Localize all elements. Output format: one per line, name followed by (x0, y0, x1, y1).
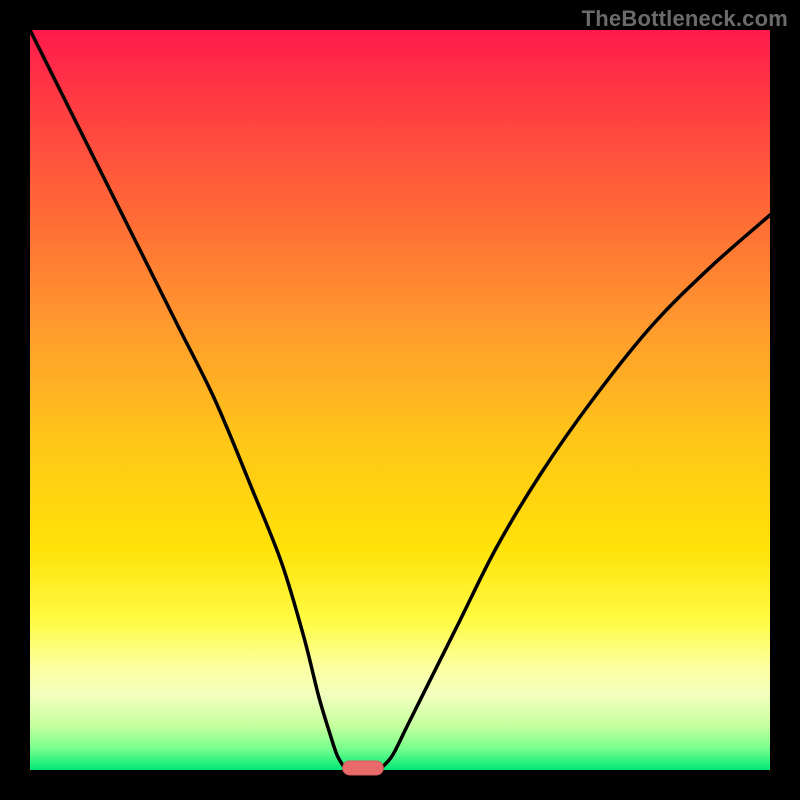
bottleneck-chart (0, 0, 800, 800)
watermark-label: TheBottleneck.com (582, 6, 788, 32)
plot-background (30, 30, 770, 770)
optimal-marker (343, 761, 384, 775)
chart-container: TheBottleneck.com (0, 0, 800, 800)
